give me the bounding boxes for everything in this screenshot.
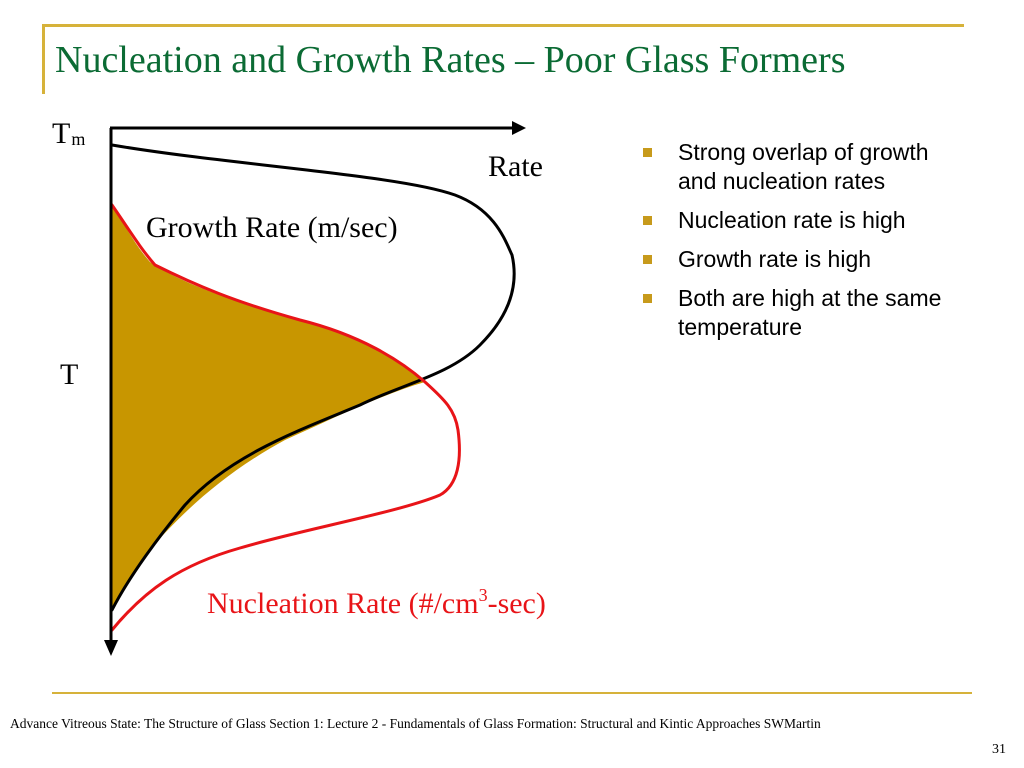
slide-footer: Advance Vitreous State: The Structure of… (10, 716, 821, 731)
slide-title: Nucleation and Growth Rates – Poor Glass… (55, 39, 846, 81)
growth-rate-label: Growth Rate (m/sec) (146, 211, 398, 244)
title-frame-top (42, 24, 964, 27)
bullet-item: Strong overlap of growth and nucleation … (640, 138, 980, 196)
page-number: 31 (992, 742, 1006, 757)
bullet-item: Nucleation rate is high (640, 206, 980, 235)
tm-axis-label: Tm (52, 117, 86, 150)
bullet-item: Growth rate is high (640, 245, 980, 274)
square-bullet-icon (643, 148, 652, 157)
square-bullet-icon (643, 216, 652, 225)
nucleation-rate-curve (110, 203, 461, 632)
bullet-item: Both are high at the same temperature (640, 284, 980, 342)
growth-rate-curve (110, 143, 516, 612)
rate-axis-label: Rate (488, 150, 543, 183)
title-frame-left (42, 24, 45, 94)
nucleation-rate-label: Nucleation Rate (#/cm3-sec) (207, 585, 546, 620)
temperature-axis-arrowhead (104, 640, 118, 656)
square-bullet-icon (643, 294, 652, 303)
rate-diagram (104, 121, 526, 656)
bullet-list: Strong overlap of growth and nucleation … (640, 138, 980, 352)
t-axis-label: T (60, 358, 79, 391)
footer-divider (52, 692, 972, 694)
rate-axis-arrowhead (512, 121, 526, 135)
overlap-fill (112, 205, 425, 608)
square-bullet-icon (643, 255, 652, 264)
